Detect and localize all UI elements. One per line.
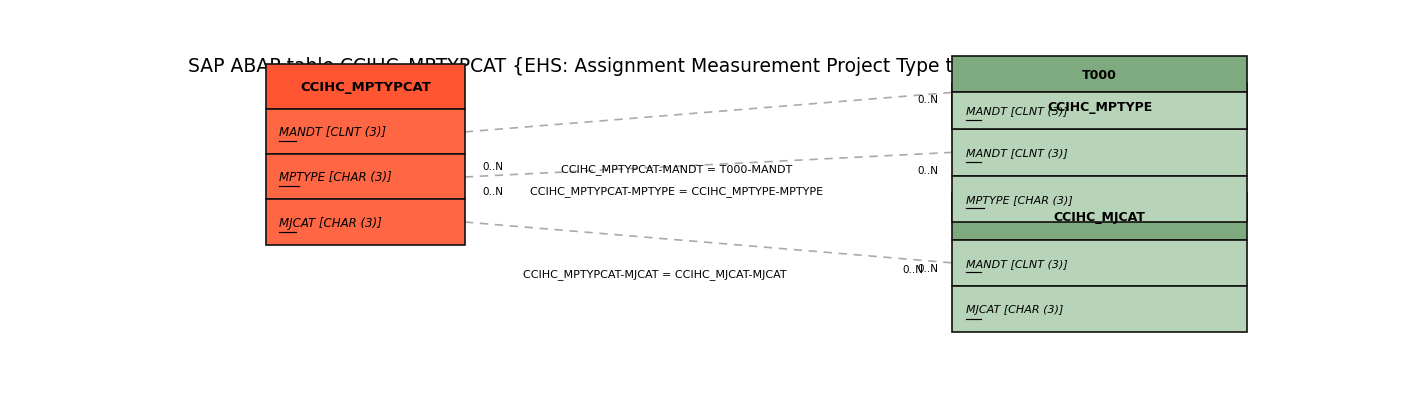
Bar [952,286,1247,333]
Text: 0..N: 0..N [917,165,938,175]
Bar [952,84,1247,130]
Bar [266,200,465,245]
Text: MPTYPE [CHAR (3)]: MPTYPE [CHAR (3)] [279,171,393,184]
Bar [952,240,1247,286]
Text: T000: T000 [1083,69,1117,81]
Text: MPTYPE [CHAR (3)]: MPTYPE [CHAR (3)] [965,194,1073,204]
Text: 0..N: 0..N [482,161,503,171]
Bar [952,57,1247,93]
Text: MJCAT [CHAR (3)]: MJCAT [CHAR (3)] [965,304,1063,315]
Text: MANDT [CLNT (3)]: MANDT [CLNT (3)] [965,106,1067,116]
Text: MANDT [CLNT (3)]: MANDT [CLNT (3)] [279,126,387,139]
Text: MANDT [CLNT (3)]: MANDT [CLNT (3)] [965,258,1067,268]
Bar [952,130,1247,176]
Text: CCIHC_MPTYPCAT-MANDT = T000-MANDT: CCIHC_MPTYPCAT-MANDT = T000-MANDT [561,163,792,174]
Text: MJCAT [CHAR (3)]: MJCAT [CHAR (3)] [279,216,383,229]
Bar [952,194,1247,240]
Text: CCIHC_MJCAT: CCIHC_MJCAT [1054,211,1145,224]
Text: CCIHC_MPTYPCAT: CCIHC_MPTYPCAT [300,81,431,94]
Bar [266,155,465,200]
Text: SAP ABAP table CCIHC_MPTYPCAT {EHS: Assignment Measurement Project Type to Sampl: SAP ABAP table CCIHC_MPTYPCAT {EHS: Assi… [188,57,1119,77]
Bar [952,176,1247,222]
Bar [266,110,465,155]
Text: CCIHC_MPTYPCAT-MPTYPE = CCIHC_MPTYPE-MPTYPE: CCIHC_MPTYPCAT-MPTYPE = CCIHC_MPTYPE-MPT… [530,186,823,197]
Text: MANDT [CLNT (3)]: MANDT [CLNT (3)] [965,148,1067,158]
Text: 0..N: 0..N [903,265,922,274]
Text: 0..N: 0..N [917,95,938,105]
Bar [266,65,465,110]
Bar [952,93,1247,129]
Text: CCIHC_MPTYPCAT-MJCAT = CCIHC_MJCAT-MJCAT: CCIHC_MPTYPCAT-MJCAT = CCIHC_MJCAT-MJCAT [523,269,786,280]
Text: CCIHC_MPTYPE: CCIHC_MPTYPE [1047,100,1152,113]
Text: 0..N: 0..N [917,263,938,273]
Text: 0..N: 0..N [482,187,503,196]
